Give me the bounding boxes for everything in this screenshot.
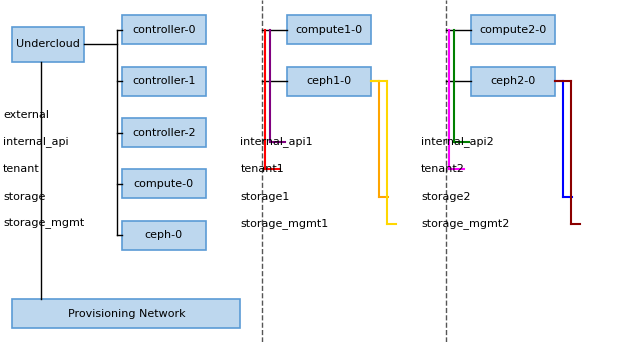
Text: compute2-0: compute2-0 <box>480 25 547 35</box>
Text: ceph1-0: ceph1-0 <box>306 76 352 86</box>
Text: internal_api2: internal_api2 <box>421 136 494 147</box>
FancyBboxPatch shape <box>471 15 555 44</box>
FancyBboxPatch shape <box>122 118 206 147</box>
FancyBboxPatch shape <box>122 67 206 96</box>
Text: storage1: storage1 <box>240 192 290 202</box>
FancyBboxPatch shape <box>12 27 84 62</box>
Text: tenant2: tenant2 <box>421 164 465 174</box>
Text: storage2: storage2 <box>421 192 470 202</box>
FancyBboxPatch shape <box>122 169 206 198</box>
Text: storage_mgmt1: storage_mgmt1 <box>240 219 328 229</box>
FancyBboxPatch shape <box>471 67 555 96</box>
Text: storage_mgmt2: storage_mgmt2 <box>421 219 510 229</box>
FancyBboxPatch shape <box>122 15 206 44</box>
Text: tenant1: tenant1 <box>240 164 284 174</box>
Text: internal_api: internal_api <box>3 136 69 147</box>
Text: controller-0: controller-0 <box>132 25 195 35</box>
Text: storage_mgmt: storage_mgmt <box>3 219 84 229</box>
Text: external: external <box>3 109 49 120</box>
Text: compute1-0: compute1-0 <box>296 25 363 35</box>
Text: ceph2-0: ceph2-0 <box>490 76 536 86</box>
Text: storage: storage <box>3 192 46 202</box>
Text: internal_api1: internal_api1 <box>240 136 313 147</box>
Text: controller-1: controller-1 <box>132 76 195 86</box>
Text: Undercloud: Undercloud <box>16 39 80 50</box>
FancyBboxPatch shape <box>12 299 240 328</box>
Text: compute-0: compute-0 <box>134 179 194 189</box>
FancyBboxPatch shape <box>287 67 371 96</box>
Text: Provisioning Network: Provisioning Network <box>67 309 185 319</box>
Text: controller-2: controller-2 <box>132 128 195 137</box>
FancyBboxPatch shape <box>122 221 206 250</box>
Text: tenant: tenant <box>3 164 40 174</box>
Text: ceph-0: ceph-0 <box>145 230 183 240</box>
FancyBboxPatch shape <box>287 15 371 44</box>
